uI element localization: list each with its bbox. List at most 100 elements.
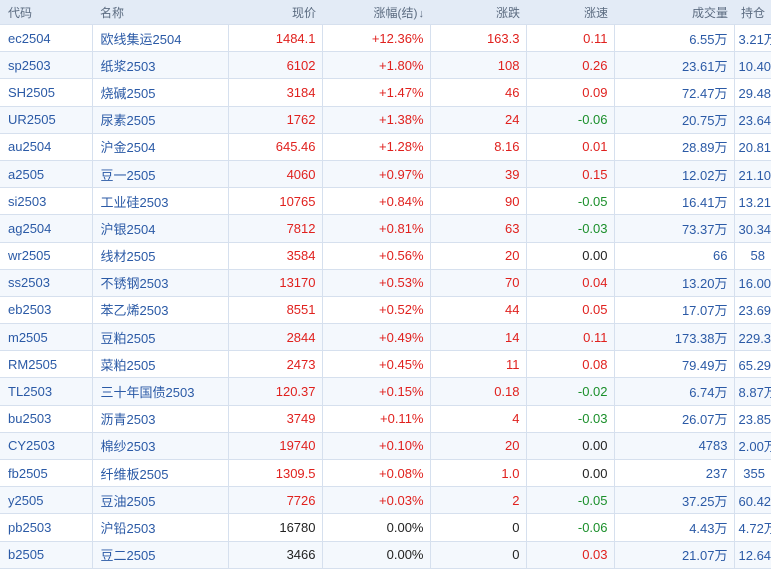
cell-change: 46 bbox=[430, 78, 527, 107]
cell-speed: 0.26 bbox=[526, 51, 615, 80]
table-row[interactable]: ag2504 沪银2504 7812 +0.81% 63 -0.03 73.37万 30.34… bbox=[0, 214, 771, 243]
table-row[interactable]: wr2505 线材2505 3584 +0.56% 20 0.00 66 58 bbox=[0, 242, 771, 270]
cell-change: 0 bbox=[430, 513, 527, 542]
header-change-pct[interactable]: 涨幅(结)↓ bbox=[322, 0, 430, 25]
cell-change-pct: +0.08% bbox=[322, 459, 431, 488]
header-volume[interactable]: 成交量 bbox=[614, 0, 734, 25]
cell-open-interest: 30.34万 bbox=[734, 214, 771, 243]
cell-code: m2505 bbox=[0, 323, 93, 352]
cell-name: 豆二2505 bbox=[92, 541, 229, 569]
cell-open-interest: 20.81万 bbox=[734, 133, 771, 161]
cell-volume: 28.89万 bbox=[614, 133, 735, 161]
cell-volume: 20.75万 bbox=[614, 106, 735, 134]
table-row[interactable]: m2505豆粕25052844+0.49%140.11173.38万229.30… bbox=[0, 323, 771, 352]
cell-name: 菜粕2505 bbox=[92, 350, 229, 379]
cell-price: 1762 bbox=[228, 106, 323, 134]
cell-code: bu2503 bbox=[0, 405, 93, 433]
cell-price: 3749 bbox=[228, 405, 323, 433]
header-name[interactable]: 名称 bbox=[92, 0, 228, 25]
table-row[interactable]: ec2504 欧线集运2504 1484.1 +12.36% 163.3 0.11 6.55… bbox=[0, 24, 771, 53]
cell-price: 19740 bbox=[228, 432, 323, 461]
cell-name: 不锈钢2503 bbox=[92, 269, 229, 297]
cell-change-pct: +1.47% bbox=[322, 78, 431, 107]
cell-price: 7726 bbox=[228, 486, 323, 515]
cell-price: 13170 bbox=[228, 269, 323, 297]
cell-volume: 73.37万 bbox=[614, 214, 735, 243]
cell-code: wr2505 bbox=[0, 242, 93, 270]
cell-change: 2 bbox=[430, 486, 527, 515]
cell-open-interest: 13.21万 bbox=[734, 187, 771, 216]
cell-change: 90 bbox=[430, 187, 527, 216]
cell-code: ag2504 bbox=[0, 214, 93, 243]
cell-change: 0 bbox=[430, 541, 527, 569]
cell-code: TL2503 bbox=[0, 377, 93, 406]
header-change[interactable]: 涨跌 bbox=[430, 0, 526, 25]
cell-name: 豆一2505 bbox=[92, 160, 229, 189]
cell-change-pct: +0.81% bbox=[322, 214, 431, 243]
cell-code: sp2503 bbox=[0, 51, 93, 80]
cell-code: ss2503 bbox=[0, 269, 93, 297]
cell-change: 108 bbox=[430, 51, 527, 80]
cell-volume: 12.02万 bbox=[614, 160, 735, 189]
cell-open-interest: 10.40万 bbox=[734, 51, 771, 80]
cell-name: 沪铅2503 bbox=[92, 513, 229, 542]
cell-speed: 0.05 bbox=[526, 296, 615, 325]
table-row[interactable]: TL2503 三十年国债2503 120.37 +0.15% 0.18 -0.02 6.74… bbox=[0, 377, 771, 406]
cell-volume: 21.07万 bbox=[614, 541, 735, 569]
cell-open-interest: 16.00万 bbox=[734, 269, 771, 297]
table-row[interactable]: eb2503 苯乙烯2503 8551 +0.52% 44 0.05 17.07万 23.69… bbox=[0, 296, 771, 325]
cell-open-interest: 58 bbox=[734, 242, 771, 270]
cell-change: 20 bbox=[430, 242, 527, 270]
cell-change-pct: +0.45% bbox=[322, 350, 431, 379]
table-row[interactable]: si2503 工业硅2503 10765 +0.84% 90 -0.05 16.41万 13.… bbox=[0, 187, 771, 216]
cell-price: 3584 bbox=[228, 242, 323, 270]
header-price[interactable]: 现价 bbox=[228, 0, 322, 25]
cell-change: 4 bbox=[430, 405, 527, 433]
cell-price: 120.37 bbox=[228, 377, 323, 406]
cell-name: 烧碱2505 bbox=[92, 78, 229, 107]
cell-speed: -0.02 bbox=[526, 377, 615, 406]
header-speed[interactable]: 涨速 bbox=[526, 0, 614, 25]
cell-open-interest: 8.87万 bbox=[734, 377, 771, 406]
cell-change-pct: +12.36% bbox=[322, 24, 431, 53]
cell-price: 6102 bbox=[228, 51, 323, 80]
cell-change-pct: +0.15% bbox=[322, 377, 431, 406]
cell-code: fb2505 bbox=[0, 459, 93, 488]
table-row[interactable]: ss2503 不锈钢2503 13170 +0.53% 70 0.04 13.20万 16.0… bbox=[0, 269, 771, 297]
cell-change-pct: +0.10% bbox=[322, 432, 431, 461]
cell-volume: 237 bbox=[614, 459, 735, 488]
cell-name: 纸浆2503 bbox=[92, 51, 229, 80]
cell-name: 三十年国债2503 bbox=[92, 377, 229, 406]
cell-change: 44 bbox=[430, 296, 527, 325]
table-row[interactable]: au2504 沪金2504 645.46 +1.28% 8.16 0.01 28.89万 20… bbox=[0, 133, 771, 161]
table-header-row: 代码 名称 现价 涨幅(结)↓ 涨跌 涨速 成交量 持仓 bbox=[0, 0, 771, 25]
cell-price: 16780 bbox=[228, 513, 323, 542]
cell-name: 豆粕2505 bbox=[92, 323, 229, 352]
cell-open-interest: 60.42万 bbox=[734, 486, 771, 515]
cell-change: 24 bbox=[430, 106, 527, 134]
cell-speed: 0.15 bbox=[526, 160, 615, 189]
cell-speed: -0.03 bbox=[526, 405, 615, 433]
table-row[interactable]: UR2505 尿素2505 1762 +1.38% 24 -0.06 20.75万 23.64… bbox=[0, 106, 771, 134]
table-row[interactable]: fb2505 纤维板2505 1309.5 +0.08% 1.0 0.00 237 355 bbox=[0, 459, 771, 488]
cell-open-interest: 229.30万 bbox=[734, 323, 771, 352]
cell-price: 2473 bbox=[228, 350, 323, 379]
cell-code: CY2503 bbox=[0, 432, 93, 461]
cell-change: 163.3 bbox=[430, 24, 527, 53]
cell-change-pct: +0.53% bbox=[322, 269, 431, 297]
cell-speed: 0.08 bbox=[526, 350, 615, 379]
header-open-interest[interactable]: 持仓 bbox=[734, 0, 771, 25]
header-code[interactable]: 代码 bbox=[0, 0, 92, 25]
cell-speed: 0.04 bbox=[526, 269, 615, 297]
cell-open-interest: 65.29万 bbox=[734, 350, 771, 379]
cell-name: 欧线集运2504 bbox=[92, 24, 229, 53]
table-row[interactable]: sp2503 纸浆2503 6102 +1.80% 108 0.26 23.61万 10.40… bbox=[0, 51, 771, 80]
